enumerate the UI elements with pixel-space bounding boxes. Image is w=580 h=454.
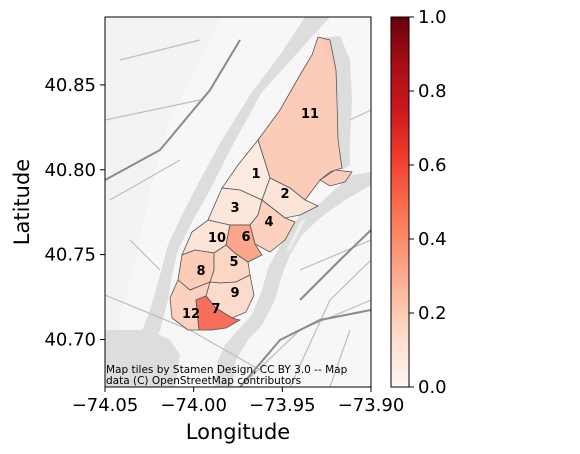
zone-label-7: 7 bbox=[211, 302, 220, 317]
y-tick-label: 40.80 bbox=[44, 160, 96, 181]
colorbar-gradient bbox=[390, 16, 410, 388]
colorbar-tick-label: 0.8 bbox=[418, 81, 447, 102]
highway-network bbox=[105, 39, 371, 387]
colorbar-tick-label: 0.0 bbox=[418, 377, 447, 398]
zone-label-6: 6 bbox=[241, 230, 250, 245]
zone-label-4: 4 bbox=[264, 215, 273, 230]
attribution-line-2: data (C) OpenStreetMap contributors bbox=[106, 375, 301, 387]
y-axis: 40.70 40.75 40.80 40.85 bbox=[44, 75, 105, 350]
x-tick-label: −73.95 bbox=[249, 395, 316, 416]
new-jersey-land bbox=[105, 17, 220, 387]
colorbar-tick-label: 0.6 bbox=[418, 155, 447, 176]
y-tick-label: 40.70 bbox=[44, 329, 96, 350]
y-axis-title: Latitude bbox=[10, 159, 34, 245]
attribution-line-1: Map tiles by Stamen Design, CC BY 3.0 --… bbox=[106, 364, 348, 376]
x-axis: −74.05 −74.00 −73.95 −73.90 bbox=[72, 387, 405, 416]
x-tick-label: −74.00 bbox=[160, 395, 227, 416]
zone-11-island bbox=[319, 169, 353, 187]
zone-label-1: 1 bbox=[251, 167, 260, 182]
map-frame bbox=[104, 16, 372, 388]
zone-label-11: 11 bbox=[301, 107, 319, 122]
zone-label-12: 12 bbox=[182, 307, 200, 322]
colorbar-tick-label: 1.0 bbox=[418, 7, 447, 28]
zone-label-2: 2 bbox=[280, 187, 289, 202]
zone-7 bbox=[195, 295, 242, 331]
colorbar-ticks: 0.0 0.2 0.4 0.6 0.8 1.0 bbox=[409, 7, 447, 398]
colorbar: 0.0 0.2 0.4 0.6 0.8 1.0 bbox=[390, 7, 447, 398]
colorbar-tick-label: 0.2 bbox=[418, 303, 447, 324]
zone-label-8: 8 bbox=[196, 264, 205, 279]
east-river bbox=[215, 172, 371, 387]
zone-11 bbox=[257, 36, 343, 201]
zone-label-3: 3 bbox=[230, 201, 239, 216]
x-tick-label: −74.05 bbox=[72, 395, 139, 416]
x-axis-title: Longitude bbox=[186, 420, 290, 444]
x-tick-label: −73.90 bbox=[338, 395, 405, 416]
colorbar-tick-label: 0.4 bbox=[418, 229, 447, 250]
y-tick-label: 40.75 bbox=[44, 245, 96, 266]
zone-label-9: 9 bbox=[230, 286, 239, 301]
taxi-zones bbox=[169, 36, 353, 331]
roosevelt-island bbox=[286, 218, 306, 252]
zone-label-5: 5 bbox=[229, 255, 238, 270]
y-tick-label: 40.85 bbox=[44, 75, 96, 96]
zone-label-10: 10 bbox=[208, 231, 226, 246]
zone-4 bbox=[249, 199, 296, 253]
harlem-river bbox=[320, 36, 352, 170]
harbor-water bbox=[105, 330, 180, 387]
zone-labels: 11 1 2 3 4 10 6 8 5 9 7 12 bbox=[182, 107, 319, 322]
